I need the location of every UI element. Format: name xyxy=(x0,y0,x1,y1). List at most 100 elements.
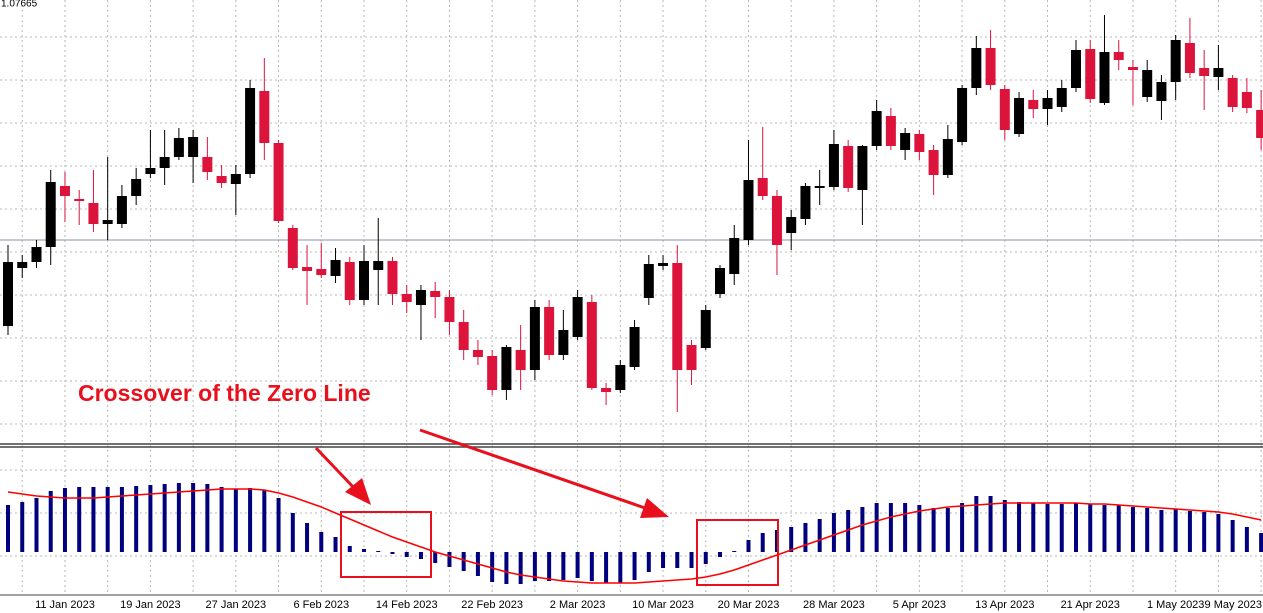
histogram-bar xyxy=(1031,503,1036,552)
x-tick-label: 20 Mar 2023 xyxy=(718,599,780,611)
histogram-bar xyxy=(319,532,324,552)
histogram-bar xyxy=(6,505,10,552)
price-panel xyxy=(3,15,1263,412)
candle-body xyxy=(715,268,725,294)
histogram-bar xyxy=(1159,510,1164,552)
candle-body xyxy=(1142,70,1153,97)
histogram-bar xyxy=(561,552,566,580)
candle-body xyxy=(444,297,455,322)
signal-line xyxy=(7,488,1262,584)
histogram-bar xyxy=(760,533,765,552)
histogram-bar xyxy=(191,483,196,552)
candle-body xyxy=(757,178,768,196)
price-label: 1.07665 xyxy=(1,0,38,10)
arrow-head xyxy=(640,498,669,518)
x-tick-label: 13 Apr 2023 xyxy=(975,599,1034,611)
candle-body xyxy=(1113,52,1124,60)
histogram-bar xyxy=(547,552,552,581)
histogram-bar xyxy=(305,523,310,552)
candle-body xyxy=(942,139,953,175)
candle-body xyxy=(857,146,868,190)
candle-body xyxy=(430,291,441,297)
candle-body xyxy=(1227,78,1238,107)
candle-body xyxy=(1042,98,1053,109)
histogram-bar xyxy=(632,552,637,580)
histogram-bar xyxy=(575,552,580,578)
histogram-bar xyxy=(376,551,381,552)
candle-body xyxy=(359,261,369,300)
candle-body xyxy=(330,260,341,276)
candle-body xyxy=(401,294,412,302)
candle-body xyxy=(501,347,512,390)
candle-body xyxy=(245,88,256,174)
candle-body xyxy=(302,267,313,271)
histogram-bar xyxy=(233,489,238,552)
arrows xyxy=(314,428,669,518)
candle-body xyxy=(88,203,99,224)
histogram-bar xyxy=(945,508,950,552)
candle-body xyxy=(173,138,184,157)
x-tick-label: 9 May 2023 xyxy=(1205,599,1262,611)
candle-body xyxy=(145,168,156,174)
candle-body xyxy=(373,261,384,270)
candle-body xyxy=(529,307,540,370)
candle-body xyxy=(999,89,1010,130)
histogram-bar xyxy=(176,483,181,552)
candle-body xyxy=(658,263,669,266)
candle-body xyxy=(1085,49,1096,99)
histogram-bar xyxy=(903,503,908,552)
candle-body xyxy=(515,350,526,370)
histogram-bar xyxy=(1202,512,1207,552)
histogram-bar xyxy=(433,552,438,563)
candle-body xyxy=(3,262,13,326)
candle-body xyxy=(885,116,896,146)
candle-body xyxy=(629,327,640,367)
candle-body xyxy=(131,179,142,196)
histogram-bar xyxy=(362,549,366,552)
histogram-bar xyxy=(347,546,352,552)
x-tick-label: 6 Feb 2023 xyxy=(293,599,349,611)
histogram-bar xyxy=(931,508,936,552)
candle-body xyxy=(102,220,113,224)
x-tick-label: 27 Jan 2023 xyxy=(206,599,267,611)
x-tick-label: 5 Apr 2023 xyxy=(893,599,946,611)
candle-body xyxy=(259,91,270,143)
histogram-bar xyxy=(774,530,779,552)
histogram-bar xyxy=(846,510,851,552)
histogram-bar xyxy=(390,552,395,554)
candle-body xyxy=(586,302,597,388)
macd-panel xyxy=(6,483,1263,584)
candle-body xyxy=(1056,88,1067,107)
histogram-bar xyxy=(518,552,523,584)
arrow-head xyxy=(345,478,371,505)
annotation: Crossover of the Zero Line xyxy=(78,380,371,406)
histogram-bar xyxy=(789,527,794,552)
x-tick-label: 28 Mar 2023 xyxy=(803,599,865,611)
histogram-bar xyxy=(960,503,965,552)
histogram-bar xyxy=(646,552,651,572)
candle-body xyxy=(601,388,612,392)
candle-body xyxy=(971,48,982,88)
histogram-bar xyxy=(1130,507,1135,552)
histogram-bar xyxy=(162,484,167,552)
candle-body xyxy=(957,88,968,142)
histogram-bar xyxy=(77,487,82,552)
candle-body xyxy=(1014,98,1025,134)
candle-body xyxy=(1028,100,1039,109)
x-tick-label: 10 Mar 2023 xyxy=(632,599,694,611)
histogram-bar xyxy=(1216,514,1221,552)
histogram-bar xyxy=(888,503,893,552)
highlight-box xyxy=(696,519,779,586)
histogram-bar xyxy=(1244,527,1249,552)
candle-body xyxy=(273,143,284,221)
histogram-bar xyxy=(62,488,67,552)
histogram-bar xyxy=(134,486,139,552)
candle-body xyxy=(1184,43,1195,73)
candle-body xyxy=(1241,92,1252,108)
arrow xyxy=(419,428,646,510)
histogram-bar xyxy=(1173,509,1178,552)
histogram-bar xyxy=(1045,504,1050,552)
candle-body xyxy=(1170,40,1181,82)
x-axis-labels: 11 Jan 2023 19 Jan 2023 27 Jan 2023 6 Feb 2… xyxy=(35,599,1262,611)
